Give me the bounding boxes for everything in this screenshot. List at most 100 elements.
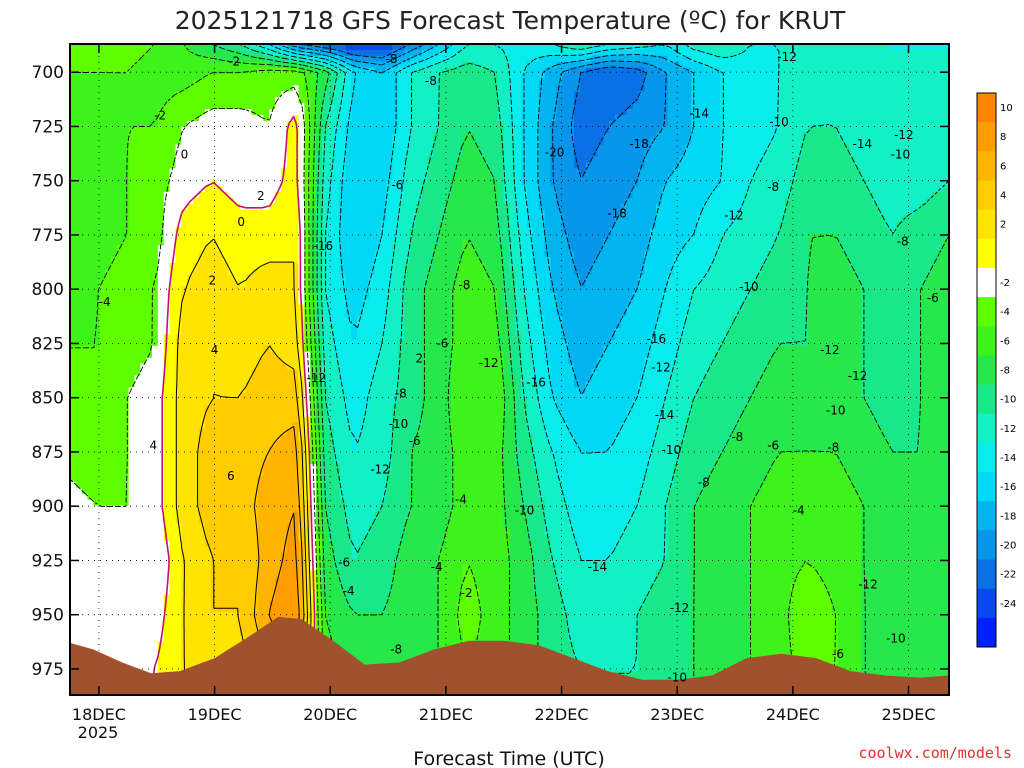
field-cell: [163, 464, 171, 471]
field-cell: [228, 635, 235, 643]
field-cell: [198, 470, 206, 477]
field-cell: [228, 251, 235, 258]
field-cell: [280, 97, 288, 104]
field-cell: [257, 97, 264, 104]
field-cell: [298, 594, 305, 601]
field-cell: [333, 138, 341, 146]
field-cell: [298, 197, 305, 205]
field-cell: [286, 262, 294, 270]
field-cell: [198, 600, 206, 607]
field-cell: [245, 523, 253, 530]
field-cell: [169, 653, 177, 661]
field-cell: [239, 535, 247, 542]
field-cell: [316, 274, 323, 282]
field-cell: [316, 233, 323, 240]
field-cell: [316, 156, 323, 163]
field-cell: [134, 422, 141, 430]
field-cell: [222, 623, 229, 631]
field-cell: [222, 600, 229, 607]
field-cell: [70, 251, 77, 258]
field-cell: [152, 239, 159, 246]
field-cell: [245, 393, 253, 400]
field-cell: [128, 209, 136, 217]
field-cell: [75, 564, 83, 572]
field-cell: [105, 322, 112, 329]
field-cell: [239, 49, 247, 57]
field-cell: [157, 339, 165, 347]
field-cell: [111, 582, 118, 590]
field-cell: [210, 316, 218, 323]
field-cell: [122, 517, 130, 524]
field-cell: [87, 493, 95, 501]
field-cell: [251, 191, 259, 199]
field-cell: [216, 381, 223, 388]
field-cell: [99, 446, 106, 453]
field-cell: [257, 517, 264, 524]
field-cell: [198, 150, 206, 158]
field-cell: [105, 120, 112, 128]
field-cell: [275, 481, 282, 489]
field-cell: [169, 115, 177, 122]
field-cell: [152, 618, 159, 625]
field-cell: [222, 174, 229, 181]
field-cell: [239, 156, 247, 163]
field-cell: [316, 393, 323, 400]
field-cell: [116, 422, 124, 430]
field-cell: [128, 564, 136, 572]
field-cell: [134, 535, 141, 542]
field-cell: [222, 156, 229, 163]
field-cell: [122, 552, 130, 560]
field-cell: [81, 245, 89, 252]
field-cell: [187, 174, 194, 181]
field-cell: [187, 588, 194, 595]
field-cell: [216, 594, 223, 601]
field-cell: [234, 405, 241, 412]
field-cell: [70, 517, 77, 524]
field-cell: [75, 458, 83, 465]
field-cell: [152, 458, 159, 465]
field-cell: [111, 221, 118, 229]
field-cell: [193, 203, 200, 211]
field-cell: [234, 499, 241, 507]
field-cell: [234, 375, 241, 382]
field-cell: [304, 535, 311, 542]
field-cell: [280, 410, 288, 418]
field-cell: [134, 612, 141, 619]
field-cell: [204, 576, 212, 584]
field-cell: [286, 328, 294, 335]
field-cell: [169, 558, 177, 566]
field-cell: [263, 126, 270, 134]
field-cell: [134, 262, 141, 270]
field-cell: [234, 393, 241, 400]
field-cell: [239, 150, 247, 158]
field-cell: [292, 233, 300, 240]
field-cell: [222, 215, 229, 223]
field-cell: [204, 67, 212, 75]
field-cell: [327, 227, 335, 234]
field-cell: [269, 570, 276, 578]
field-cell: [245, 186, 253, 193]
field-cell: [152, 612, 159, 619]
field-cell: [275, 357, 282, 365]
field-cell: [140, 286, 147, 294]
field-cell: [128, 345, 136, 353]
field-cell: [134, 446, 141, 453]
field-cell: [298, 487, 305, 495]
field-cell: [146, 251, 153, 258]
field-cell: [257, 191, 264, 199]
field-cell: [275, 363, 282, 371]
field-cell: [234, 144, 241, 152]
field-cell: [292, 132, 300, 140]
field-cell: [204, 144, 212, 152]
field-cell: [204, 268, 212, 276]
field-cell: [257, 239, 264, 246]
field-cell: [152, 150, 159, 158]
field-cell: [286, 180, 294, 187]
field-cell: [157, 665, 165, 672]
field-cell: [140, 79, 147, 87]
field-cell: [216, 322, 223, 329]
field-cell: [81, 629, 89, 637]
field-cell: [75, 416, 83, 424]
field-cell: [257, 541, 264, 548]
field-cell: [321, 197, 329, 205]
